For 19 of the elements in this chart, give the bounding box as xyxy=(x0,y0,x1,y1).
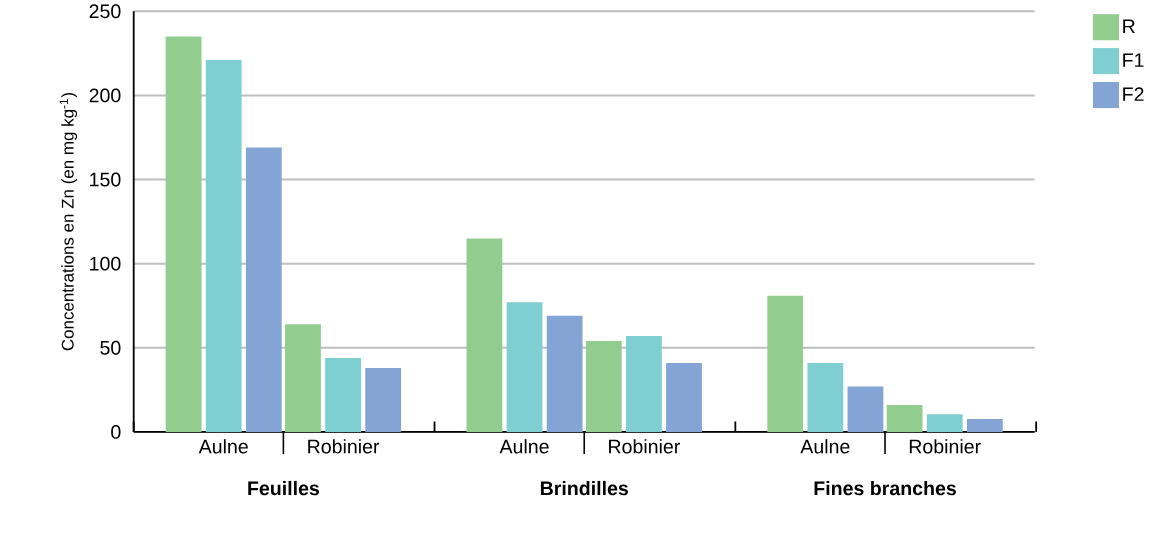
y-tick-label: 100 xyxy=(90,256,121,271)
y-axis-title: Concentrations en Zn (en mg kg$^{-1}$) xyxy=(59,93,78,351)
legend-label: F1 xyxy=(1123,53,1144,67)
text: Feuilles xyxy=(248,481,320,496)
legend-label: R xyxy=(1123,19,1135,34)
y-tick-label: 0 xyxy=(111,425,121,439)
text: Brindilles xyxy=(540,481,628,496)
text: Fines branches xyxy=(814,481,956,496)
y-tick-label: 150 xyxy=(90,172,121,187)
x-tick-label: Robinier xyxy=(308,439,380,454)
x-tick-label: Robinier xyxy=(609,439,680,454)
y-tick-label: 250 xyxy=(89,4,121,19)
y-tick-label: 200 xyxy=(89,88,121,103)
legend-label: F2 xyxy=(1123,87,1144,102)
x-tick-label: Aulne xyxy=(499,439,549,454)
x-tick-label: Aulne xyxy=(198,439,248,454)
x-tick-label: Aulne xyxy=(800,439,850,454)
x-tick-label: Robinier xyxy=(909,439,981,454)
y-tick-label: 50 xyxy=(100,341,121,355)
